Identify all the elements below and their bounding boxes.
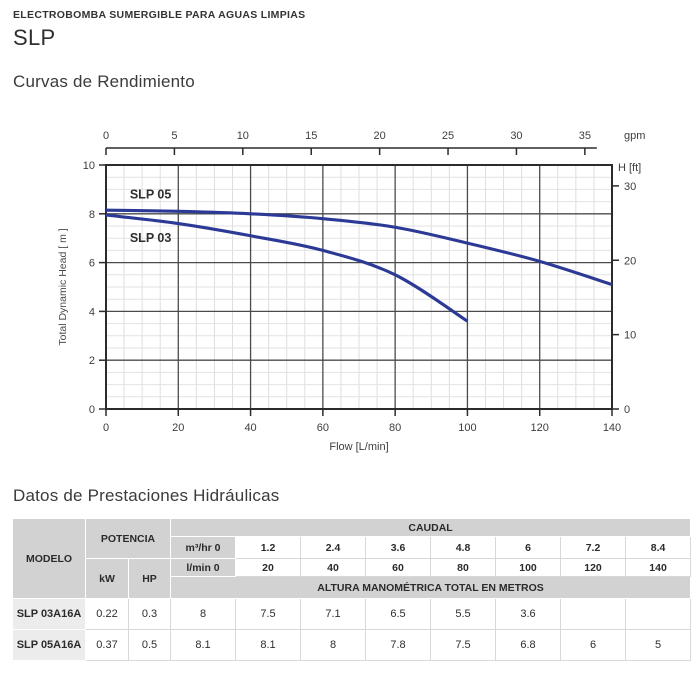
table-header-lmin: l/min 0 (170, 558, 237, 577)
table-cell-head: 7.8 (365, 629, 432, 661)
svg-text:35: 35 (579, 130, 591, 142)
svg-text:10: 10 (237, 130, 249, 142)
table-cell-head: 6 (560, 629, 627, 661)
table-cell-lmin: 80 (430, 558, 497, 577)
table-cell-head: 6.8 (495, 629, 562, 661)
table-header-hp: HP (127, 558, 172, 599)
table-cell-head (560, 598, 627, 630)
svg-text:0: 0 (89, 404, 95, 416)
table-cell-hp: 0.3 (127, 598, 172, 630)
table-cell-m3hr: 3.6 (365, 536, 432, 559)
svg-text:140: 140 (603, 422, 621, 434)
table-cell-head: 5 (625, 629, 692, 661)
svg-text:gpm: gpm (624, 130, 645, 142)
table-cell-m3hr: 4.8 (430, 536, 497, 559)
svg-text:100: 100 (458, 422, 476, 434)
table-cell-lmin: 60 (365, 558, 432, 577)
svg-text:4: 4 (89, 306, 95, 318)
svg-text:Total Dynamic Head [ m ]: Total Dynamic Head [ m ] (57, 228, 69, 345)
product-category-heading: ELECTROBOMBA SUMERGIBLE PARA AGUAS LIMPI… (13, 9, 306, 21)
table-cell-lmin: 140 (625, 558, 692, 577)
svg-text:0: 0 (103, 130, 109, 142)
svg-text:H [ft]: H [ft] (618, 162, 641, 174)
curve-slp-03 (105, 213, 469, 323)
table-cell-head: 6.5 (365, 598, 432, 630)
section-title-hydraulic-data: Datos de Prestaciones Hidráulicas (13, 486, 280, 505)
table-cell-head: 7.5 (235, 598, 302, 630)
table-row-slp05a16a: SLP 05A16A 0.37 0.5 8.1 8.1 8 7.8 7.5 6.… (12, 629, 692, 661)
svg-text:20: 20 (172, 422, 184, 434)
table-cell-m3hr: 6 (495, 536, 562, 559)
table-cell-lmin: 40 (300, 558, 367, 577)
svg-text:6: 6 (89, 258, 95, 270)
svg-text:40: 40 (244, 422, 256, 434)
svg-text:80: 80 (389, 422, 401, 434)
table-cell-head: 7.1 (300, 598, 367, 630)
svg-text:30: 30 (510, 130, 522, 142)
table-cell-head: 7.5 (430, 629, 497, 661)
table-cell-head: 8 (300, 629, 367, 661)
table-cell-m3hr: 7.2 (560, 536, 627, 559)
performance-chart: 0 20 40 60 80 100 120 140 Flow [L/min] 0 2 4 6 8 10 Tot… (36, 118, 696, 468)
table-cell-head (625, 598, 692, 630)
table-cell-head: 5.5 (430, 598, 497, 630)
svg-text:10: 10 (83, 160, 95, 172)
table-cell-lmin: 120 (560, 558, 627, 577)
svg-text:15: 15 (305, 130, 317, 142)
table-cell-modelo: SLP 03A16A (12, 598, 86, 630)
svg-text:5: 5 (171, 130, 177, 142)
svg-text:25: 25 (442, 130, 454, 142)
table-header-altura: ALTURA MANOMÉTRICA TOTAL EN METROS (170, 576, 692, 599)
table-cell-m3hr: 8.4 (625, 536, 692, 559)
table-cell-lmin: 20 (235, 558, 302, 577)
curve-slp-05 (105, 208, 613, 287)
table-cell-kw: 0.22 (85, 598, 129, 630)
table-cell-head: 8 (170, 598, 237, 630)
table-cell-kw: 0.37 (85, 629, 129, 661)
svg-text:20: 20 (374, 130, 386, 142)
svg-text:30: 30 (624, 181, 636, 193)
curve-label-slp-05: SLP 05 (130, 188, 172, 202)
table-cell-head: 8.1 (170, 629, 237, 661)
svg-text:2: 2 (89, 355, 95, 367)
svg-text:120: 120 (531, 422, 549, 434)
svg-text:0: 0 (103, 422, 109, 434)
svg-text:0: 0 (624, 404, 630, 416)
svg-text:20: 20 (624, 255, 636, 267)
table-header-potencia: POTENCIA (84, 518, 172, 559)
table-header-caudal: CAUDAL (170, 518, 692, 537)
section-title-performance-curves: Curvas de Rendimiento (13, 72, 195, 91)
hydraulic-data-table: MODELO POTENCIA CAUDAL m³/hr 0 1.2 2.4 3… (12, 518, 692, 661)
svg-text:8: 8 (89, 209, 95, 221)
page-title: SLP (13, 25, 56, 50)
table-row-slp03a16a: SLP 03A16A 0.22 0.3 8 7.5 7.1 6.5 5.5 3.… (12, 598, 692, 630)
svg-text:60: 60 (317, 422, 329, 434)
table-cell-head: 8.1 (235, 629, 302, 661)
table-cell-modelo: SLP 05A16A (12, 629, 86, 661)
table-cell-m3hr: 2.4 (300, 536, 367, 559)
svg-text:Flow [L/min]: Flow [L/min] (329, 441, 388, 453)
table-header-m3hr: m³/hr 0 (170, 536, 237, 559)
table-cell-m3hr: 1.2 (235, 536, 302, 559)
table-cell-lmin: 100 (495, 558, 562, 577)
table-cell-head: 3.6 (495, 598, 562, 630)
table-cell-hp: 0.5 (127, 629, 172, 661)
curve-label-slp-03: SLP 03 (130, 231, 172, 245)
svg-text:10: 10 (624, 330, 636, 342)
table-header-kw: kW (85, 558, 129, 599)
table-header-modelo: MODELO (12, 518, 86, 599)
